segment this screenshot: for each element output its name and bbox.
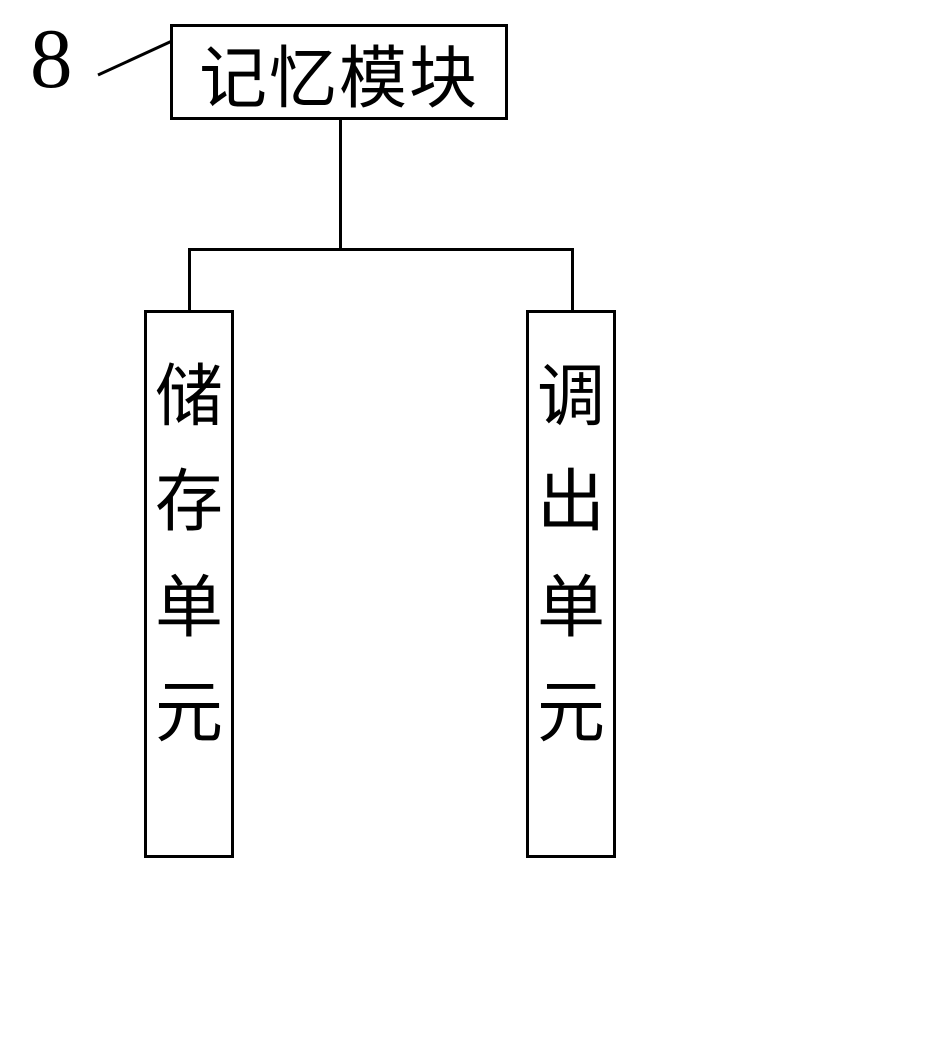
storage-char-1: 存 <box>155 450 223 555</box>
connector-right-vertical <box>571 248 574 310</box>
storage-char-2: 单 <box>155 556 223 661</box>
connector-left-vertical <box>188 248 191 310</box>
callout-number: 8 <box>30 10 73 108</box>
root-node-label: 记忆模块 <box>199 23 479 122</box>
child-node-storage-unit: 储 存 单 元 <box>144 310 234 858</box>
storage-char-3: 元 <box>155 661 223 766</box>
output-char-1: 出 <box>537 450 605 555</box>
root-node-memory-module: 记忆模块 <box>170 24 508 120</box>
connector-horizontal <box>188 248 574 251</box>
callout-pointer-line <box>95 38 175 78</box>
output-char-0: 调 <box>537 345 605 450</box>
child-node-output-unit: 调 出 单 元 <box>526 310 616 858</box>
storage-char-0: 储 <box>155 345 223 450</box>
output-char-2: 单 <box>537 556 605 661</box>
output-char-3: 元 <box>537 661 605 766</box>
connector-root-vertical <box>339 120 342 248</box>
